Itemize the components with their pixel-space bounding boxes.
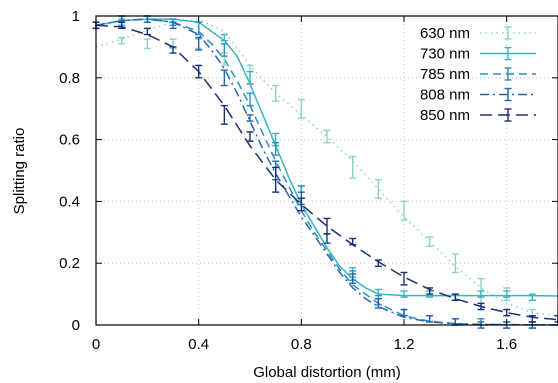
error-bar-730-nm (400, 290, 408, 298)
error-bar-850-nm (349, 237, 357, 246)
error-bar-850-nm (272, 166, 280, 193)
fit-curve-850-nm (95, 24, 558, 321)
error-bar-630-nm (118, 36, 126, 45)
error-bar-808-nm (374, 298, 382, 309)
error-bar-630-nm (297, 98, 305, 119)
error-bar-808-nm (349, 273, 357, 284)
fit-curve-630-nm (95, 18, 558, 317)
error-bar-850-nm (220, 104, 228, 125)
tick-labels: 0 0.4 0.8 1.2 1.6 0 0.2 0.4 0.6 0.8 1 (59, 8, 517, 353)
fit-curve-808-nm (95, 18, 558, 326)
error-bar-850-nm (323, 217, 331, 235)
fit-curve-730-nm (95, 18, 558, 297)
legend-errorbar-850-nm (504, 108, 512, 122)
error-bar-850-nm (426, 287, 434, 295)
legend-errorbar-808-nm (504, 87, 512, 102)
axis-ticks (95, 15, 558, 326)
error-bar-730-nm (477, 290, 485, 298)
legend-label-850-nm: 850 nm (420, 107, 470, 124)
error-bar-730-nm (246, 70, 254, 85)
legend: 630 nm 730 nm 785 nm 808 nm 850 nm (420, 25, 536, 124)
x-tick-label: 1.2 (394, 336, 415, 353)
error-bar-730-nm (528, 293, 536, 301)
error-bar-630-nm (272, 84, 280, 102)
error-bar-630-nm (323, 129, 331, 144)
x-tick-label: 0.4 (188, 336, 209, 353)
y-tick-label: 0 (72, 317, 80, 334)
y-tick-label: 0.2 (59, 255, 80, 272)
error-bar-808-nm (220, 69, 228, 87)
grid-lines (96, 16, 558, 325)
error-bar-850-nm (554, 315, 558, 323)
error-bar-730-nm (220, 33, 228, 42)
x-axis-title: Global distortion (mm) (253, 364, 401, 381)
y-tick-label: 0.6 (59, 132, 80, 149)
error-bar-850-nm (195, 64, 203, 79)
plot-frame (95, 15, 558, 326)
fit-curve-785-nm (95, 18, 558, 326)
error-bar-850-nm (528, 315, 536, 323)
error-bar-850-nm (503, 308, 511, 317)
error-bar-808-nm (195, 36, 203, 51)
y-tick-label: 1 (72, 8, 80, 25)
error-bar-785-nm (220, 43, 228, 57)
error-bar-850-nm (400, 271, 408, 286)
error-bar-850-nm (451, 293, 459, 301)
legend-errorbar-785-nm (504, 67, 512, 81)
error-bar-630-nm (374, 179, 382, 200)
error-bars (92, 15, 558, 329)
error-bar-785-nm (246, 92, 254, 107)
legend-label-630-nm: 630 nm (420, 25, 470, 42)
error-bar-808-nm (169, 21, 177, 30)
error-bar-850-nm (143, 27, 151, 36)
x-tick-label: 0.8 (291, 336, 312, 353)
legend-label-808-nm: 808 nm (420, 87, 470, 104)
legend-errorbar-630-nm (504, 26, 512, 40)
error-bar-630-nm (426, 236, 434, 247)
error-bar-850-nm (477, 302, 485, 311)
y-tick-label: 0.8 (59, 70, 80, 87)
error-bar-808-nm (400, 308, 408, 317)
error-bar-808-nm (426, 315, 434, 323)
error-bar-630-nm (143, 38, 151, 50)
error-bar-850-nm (118, 21, 126, 30)
error-bar-630-nm (400, 200, 408, 221)
error-bar-630-nm (451, 253, 459, 274)
fit-curves (95, 18, 558, 326)
error-bar-850-nm (297, 197, 305, 212)
x-tick-label: 0 (92, 336, 100, 353)
error-bar-850-nm (169, 46, 177, 54)
error-bar-808-nm (323, 233, 331, 244)
legend-label-730-nm: 730 nm (420, 46, 470, 63)
y-axis-title: Splitting ratio (11, 128, 28, 215)
error-bar-785-nm (195, 21, 203, 36)
legend-errorbar-730-nm (504, 46, 512, 61)
error-bar-850-nm (246, 131, 254, 142)
error-bar-850-nm (374, 259, 382, 267)
y-tick-label: 0.4 (59, 193, 80, 210)
x-tick-label: 1.6 (496, 336, 517, 353)
error-bar-785-nm (272, 141, 280, 156)
error-bar-808-nm (246, 114, 254, 122)
error-bar-730-nm (503, 290, 511, 298)
legend-label-785-nm: 785 nm (420, 66, 470, 83)
error-bar-630-nm (349, 155, 357, 179)
